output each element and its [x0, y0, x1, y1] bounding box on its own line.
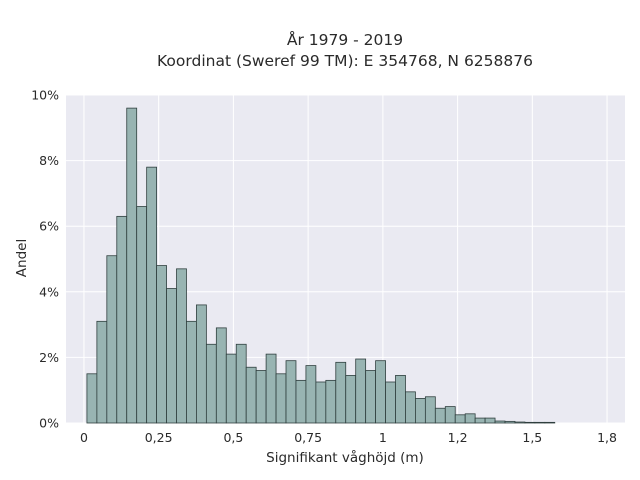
histogram-bar	[424, 396, 436, 424]
x-tick-label: 0	[80, 430, 88, 445]
histogram-bar	[444, 406, 456, 424]
histogram-bar	[96, 320, 108, 424]
histogram-bar	[186, 320, 197, 424]
histogram-bar	[136, 206, 148, 424]
x-tick-label: 0,75	[294, 430, 322, 445]
y-axis-label: Andel	[14, 239, 30, 277]
histogram-bar	[504, 420, 516, 424]
histogram-bar	[484, 417, 496, 424]
histogram-bar	[305, 365, 317, 424]
histogram-bar	[544, 421, 556, 424]
histogram-bar	[106, 255, 118, 424]
plot-area: 0% 2% 4% 6% 8% 10% 0 0,25 0,5 0,75 1 1,2 1,5 1,8	[31, 88, 625, 445]
histogram-bar	[434, 407, 446, 424]
histogram-bar	[265, 353, 277, 424]
histogram-bar	[196, 304, 207, 424]
histogram-bar	[225, 353, 237, 424]
histogram-bar	[474, 417, 486, 424]
chart-subtitle: Koordinat (Sweref 99 TM): E 354768, N 62…	[157, 52, 533, 70]
histogram-bar	[514, 421, 526, 424]
histogram-bar	[245, 366, 257, 424]
y-tick-label: 10%	[31, 88, 59, 103]
histogram-bar	[315, 381, 327, 424]
histogram-bar	[415, 397, 426, 424]
histogram-bar	[235, 343, 247, 424]
histogram-bar	[365, 370, 377, 424]
histogram-bar	[375, 360, 386, 424]
histogram-bar	[116, 215, 128, 424]
x-tick-label: 0,25	[145, 430, 173, 445]
y-tick-label: 8%	[39, 153, 59, 168]
histogram-bar	[454, 414, 466, 424]
x-tick-label: 1,5	[522, 430, 542, 445]
histogram-bar	[385, 381, 396, 424]
x-tick-label: 1,8	[597, 430, 617, 445]
y-tick-label: 0%	[39, 416, 59, 431]
histogram-bar	[325, 379, 337, 424]
x-tick-label: 0,5	[223, 430, 243, 445]
histogram-bar	[405, 391, 416, 424]
x-tick-label: 1,2	[448, 430, 468, 445]
histogram-bar	[285, 360, 297, 424]
histogram-bar	[534, 421, 546, 424]
histogram-bar	[215, 327, 227, 424]
histogram-bar	[176, 268, 187, 424]
histogram-bar	[295, 379, 307, 424]
histogram-bar	[126, 107, 138, 424]
y-tick-label: 4%	[39, 284, 59, 299]
histogram-bar	[345, 375, 357, 424]
histogram-bar	[524, 421, 536, 424]
histogram-bar	[395, 375, 406, 424]
histogram-bar	[355, 358, 367, 424]
y-tick-label: 6%	[39, 219, 59, 234]
histogram-bar	[146, 166, 158, 424]
histogram-bar	[205, 343, 217, 424]
y-tick-label: 2%	[39, 350, 59, 365]
histogram-bar	[166, 288, 177, 424]
histogram-bar	[464, 413, 476, 424]
x-axis-label: Signifikant våghöjd (m)	[266, 449, 424, 466]
histogram-bar	[156, 265, 167, 424]
x-tick-label: 1	[379, 430, 387, 445]
histogram-bar	[335, 361, 347, 424]
chart-title: År 1979 - 2019	[287, 30, 403, 49]
histogram-bar	[86, 373, 98, 424]
histogram-bar	[275, 373, 287, 424]
histogram-bar	[494, 420, 506, 424]
histogram-bar	[255, 370, 267, 424]
